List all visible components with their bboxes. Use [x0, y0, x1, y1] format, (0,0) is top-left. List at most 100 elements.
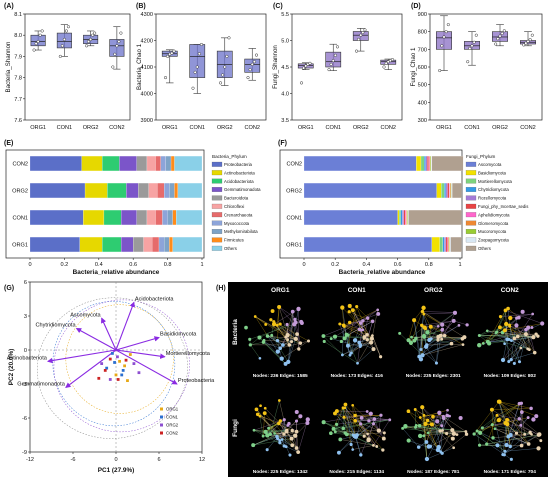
- network-edge: [479, 434, 539, 446]
- network-node: [464, 430, 468, 433]
- legend-swatch: [211, 170, 223, 176]
- loading-arrow: [115, 336, 160, 351]
- network-node: [508, 444, 512, 449]
- network-edge: [257, 414, 293, 431]
- network-node: [248, 337, 252, 341]
- box-panel-c: (C) Fungi_Shannon 3.5 4.0 4.5 5.0 5.5 ORG1 CON1 O…: [272, 3, 403, 131]
- data-point: [191, 86, 195, 90]
- x-tick-label: -6: [71, 457, 76, 463]
- network-node: [519, 401, 523, 405]
- network-node: [520, 410, 524, 414]
- bar-segment: [29, 155, 82, 172]
- bar-segment: [84, 182, 108, 199]
- network-node: [507, 359, 511, 364]
- legend-swatch: [211, 229, 223, 234]
- network-node: [321, 334, 326, 338]
- bar-segment: [445, 182, 448, 199]
- network-node: [290, 340, 294, 344]
- network-node: [293, 433, 298, 438]
- network-node: [341, 406, 345, 410]
- network-node: [264, 323, 268, 326]
- network-edge: [351, 338, 365, 354]
- data-point: [442, 35, 446, 39]
- bar-segment: [447, 182, 450, 199]
- bar-segment: [152, 236, 160, 253]
- network-edge: [410, 307, 424, 343]
- data-point: [444, 30, 448, 34]
- bar-segment: [303, 236, 433, 253]
- network-edge: [259, 324, 288, 338]
- network-node: [342, 336, 347, 341]
- network-node: [282, 432, 286, 436]
- category-label: CON1: [12, 216, 28, 222]
- panel-label: (A): [4, 3, 14, 10]
- network-node: [451, 318, 456, 323]
- network-edge: [420, 431, 466, 437]
- network-graph: Nodes: 236 Edges: 1585: [244, 304, 311, 379]
- network-edge: [263, 340, 282, 359]
- network-edge: [342, 342, 371, 356]
- network-node: [263, 429, 268, 435]
- network-node: [265, 433, 270, 438]
- bar-segment: [429, 155, 431, 172]
- x-axis-label: Bacteria_relative abundance: [73, 269, 160, 276]
- network-node: [502, 328, 507, 333]
- legend-swatch: [465, 178, 477, 184]
- network-edge: [477, 422, 506, 432]
- data-point: [89, 37, 93, 41]
- arrow-label: Chytridiomycota: [35, 322, 76, 328]
- bar-segment: [407, 209, 409, 226]
- bar-segment: [29, 182, 86, 199]
- sample-point: [137, 371, 141, 375]
- network-edge: [267, 335, 284, 346]
- network-node: [340, 353, 344, 357]
- network-node: [440, 327, 445, 331]
- data-point: [502, 29, 506, 33]
- network-edge: [510, 412, 523, 436]
- legend-title: Bacteria_Phylum: [212, 154, 247, 159]
- bar-segment: [162, 209, 168, 226]
- network-node: [258, 414, 262, 418]
- network-node: [251, 443, 256, 448]
- network-edge: [405, 426, 453, 431]
- network-edge: [355, 415, 369, 441]
- x-tick-label: -12: [26, 457, 34, 463]
- x-tick-label: 12: [199, 457, 205, 463]
- network-node: [341, 426, 346, 431]
- network-node: [417, 423, 422, 428]
- network-node: [351, 433, 355, 437]
- network-node: [417, 433, 423, 439]
- network-node: [285, 428, 289, 433]
- data-point: [335, 45, 340, 49]
- network-node: [451, 431, 456, 436]
- network-node: [334, 409, 339, 414]
- network-node: [508, 433, 513, 438]
- legend-swatch: [211, 187, 223, 192]
- bar-segment: [169, 182, 175, 199]
- plot-frame: [279, 149, 463, 259]
- bar-segment: [157, 182, 165, 199]
- network-edge: [277, 306, 280, 326]
- data-point: [329, 62, 333, 66]
- network-edge: [505, 417, 529, 424]
- legend-item: Ascomycota: [478, 162, 502, 167]
- network-edge: [495, 332, 520, 362]
- network-node: [307, 339, 311, 343]
- network-edge: [336, 424, 346, 434]
- network-edge: [265, 408, 287, 431]
- network-edge: [276, 435, 296, 437]
- network-node: [403, 424, 408, 429]
- network-node: [434, 361, 438, 365]
- bar-segment: [103, 209, 122, 226]
- network-node: [382, 431, 386, 435]
- network-node: [345, 343, 350, 348]
- network-node: [244, 325, 248, 330]
- legend-item: CON2: [166, 431, 179, 436]
- network-node: [401, 426, 405, 430]
- network-node: [296, 306, 301, 312]
- bar-segment: [303, 155, 417, 172]
- arrow-label: Actinobacteriota: [7, 355, 48, 361]
- network-edge: [496, 415, 520, 420]
- network-node: [515, 334, 520, 339]
- network-edge: [510, 417, 529, 436]
